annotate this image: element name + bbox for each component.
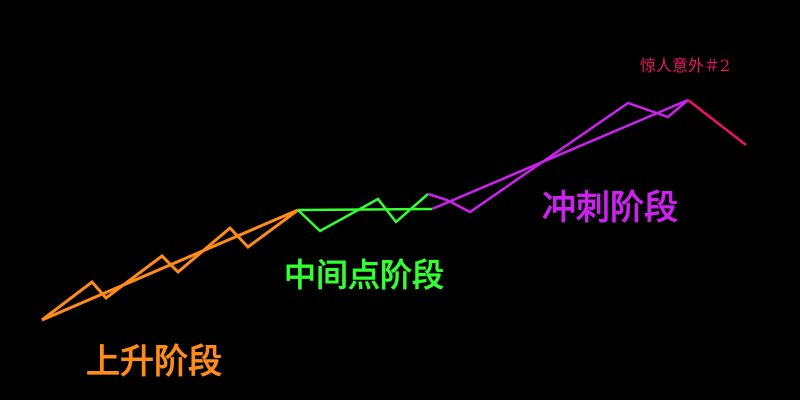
mid-phase-label: 中间点阶段 [284,256,445,294]
sprint-phase-label: 冲刺阶段 [542,188,678,228]
surprise-label: 惊人意外＃2 [640,56,731,75]
sprint-phase-zigzag [427,99,689,214]
mid-phase-zigzag [297,193,429,233]
rise-phase-label: 上升阶段 [86,342,222,382]
surprise-drop-line [687,99,747,146]
rise-phase-trendline [41,208,299,322]
mid-phase-flatline [297,207,433,212]
sprint-phase-trendline [431,98,689,211]
